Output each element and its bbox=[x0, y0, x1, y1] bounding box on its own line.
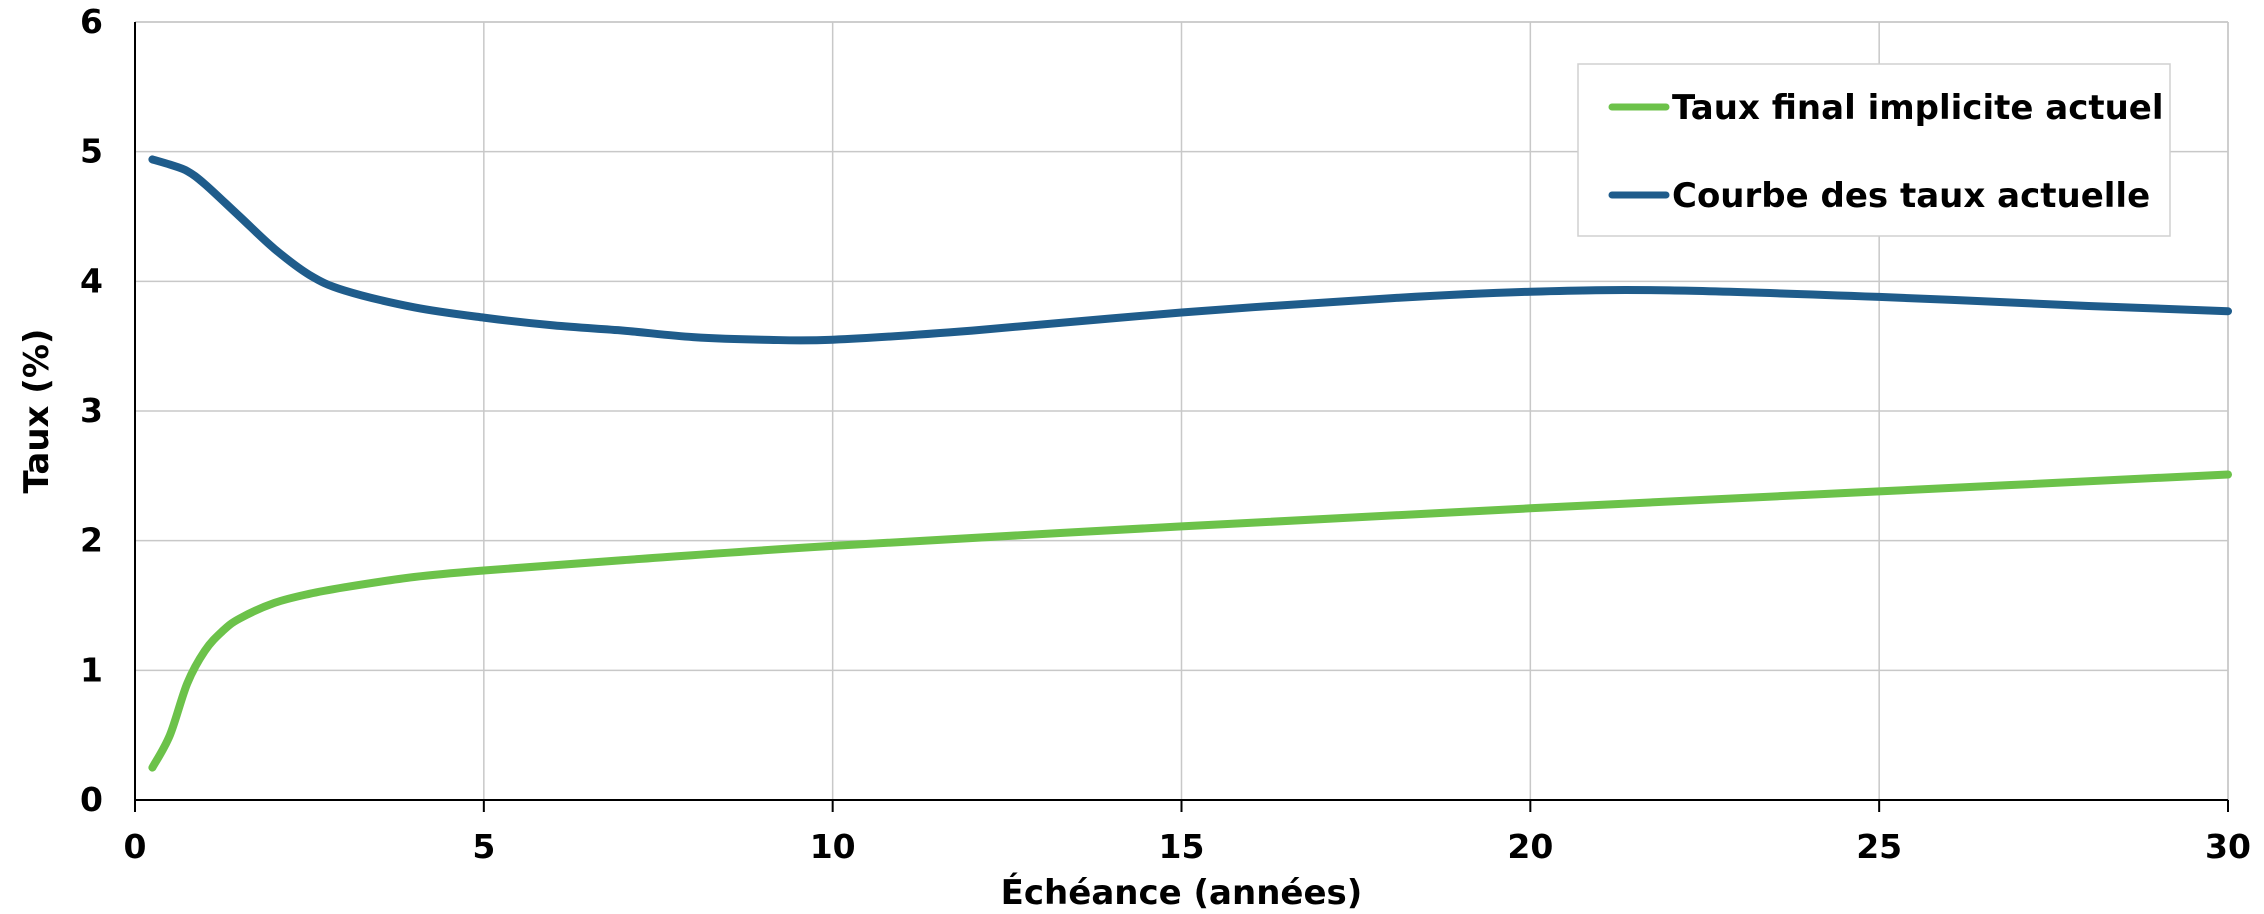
x-tick-label: 30 bbox=[2205, 827, 2251, 866]
x-axis-title: Échéance (années) bbox=[1001, 872, 1363, 913]
tick-labels: 0 1 2 3 4 5 6 0 5 10 15 20 25 30 bbox=[80, 2, 2251, 866]
y-tick-label: 1 bbox=[80, 650, 103, 689]
legend-label-current-yield-curve: Courbe des taux actuelle bbox=[1672, 176, 2150, 216]
y-axis-title: Taux (%) bbox=[17, 329, 57, 494]
y-tick-label: 0 bbox=[80, 780, 103, 819]
y-tick-label: 2 bbox=[80, 521, 103, 560]
x-tick-label: 0 bbox=[124, 827, 147, 866]
series-layer bbox=[148, 155, 2232, 772]
legend-box bbox=[1577, 63, 2171, 237]
axes bbox=[134, 22, 2229, 812]
legend-item-current-yield-curve: Courbe des taux actuelle bbox=[1608, 176, 2150, 216]
x-tick-label: 25 bbox=[1856, 827, 1902, 866]
x-tick-label: 15 bbox=[1159, 827, 1205, 866]
x-tick-label: 20 bbox=[1507, 827, 1553, 866]
y-tick-label: 3 bbox=[80, 391, 103, 430]
y-tick-label: 6 bbox=[80, 2, 103, 41]
y-tick-label: 5 bbox=[80, 132, 103, 171]
series-line-implied-final-rate bbox=[148, 470, 2232, 772]
x-tick-label: 10 bbox=[810, 827, 856, 866]
y-tick-label: 4 bbox=[80, 261, 103, 300]
legend-label-implied-final-rate: Taux final implicite actuel bbox=[1672, 88, 2164, 128]
legend-item-implied-final-rate: Taux final implicite actuel bbox=[1608, 88, 2164, 128]
x-tick-label: 5 bbox=[472, 827, 495, 866]
series-line-current-yield-curve bbox=[148, 155, 2232, 345]
legend: Taux final implicite actuel Courbe des t… bbox=[1577, 63, 2171, 237]
